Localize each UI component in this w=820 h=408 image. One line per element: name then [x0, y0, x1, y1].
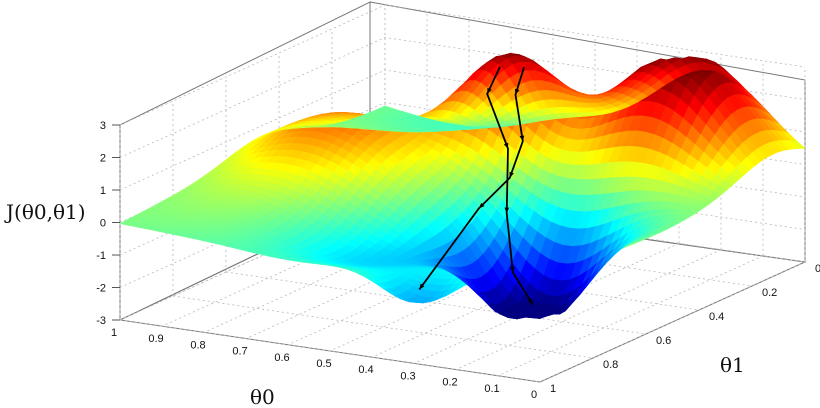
theta1-tick-label: 0.2	[762, 287, 777, 299]
grid-line-z	[119, 37, 806, 158]
descent-step-arrow	[504, 207, 510, 214]
z-tick-label: -2	[96, 283, 106, 295]
theta0-axis-ticks: 1 0.9 0.8 0.7 0.6 0.5 0.4 0.3 0.2 0.1 0	[111, 327, 537, 401]
z-tick-label: 3	[100, 120, 106, 132]
theta1-tick-label: 0.8	[603, 359, 618, 371]
theta0-tick-label: 0.1	[484, 383, 499, 395]
theta1-axis-ticks: 0 0.2 0.4 0.6 0.8 1	[550, 263, 820, 395]
z-tick-label: 1	[100, 185, 106, 197]
theta1-tick-label: 0.6	[656, 335, 671, 347]
descent-step-arrow	[510, 266, 515, 273]
theta0-tick-label: 0.6	[274, 352, 289, 364]
cost-surface	[119, 52, 806, 320]
grid-line-floor	[119, 199, 386, 321]
grid-line-floor	[203, 212, 470, 333]
descent-step-arrow	[527, 298, 533, 305]
z-axis-title: J(θ0,θ1)	[4, 200, 86, 224]
grid-line-z	[119, 4, 806, 126]
theta1-tick-label: 0	[815, 263, 820, 275]
grid-line-floor	[329, 230, 596, 352]
theta0-tick-label: 1	[111, 327, 117, 339]
theta1-tick-label: 1	[550, 383, 556, 395]
descent-step-arrow	[419, 283, 425, 290]
theta1-axis-title: θ1	[720, 353, 745, 377]
theta0-tick-label: 0.7	[232, 346, 247, 358]
grid-line-floor	[497, 255, 764, 377]
grid-line-floor	[172, 295, 594, 359]
descent-step-arrow	[514, 88, 520, 95]
descent-paths	[418, 66, 534, 306]
theta1-tick-label: 0.4	[709, 311, 724, 323]
z-tick-label: 2	[100, 153, 106, 165]
theta0-tick-label: 0.5	[316, 358, 331, 370]
theta0-tick-label: 0	[531, 389, 537, 401]
descent-step-arrow	[503, 142, 509, 149]
descent-step-arrow	[487, 87, 492, 94]
z-axis-ticks: 3 2 1 0 -1 -2 -3	[96, 120, 120, 327]
grid-line-floor	[539, 261, 806, 383]
theta0-tick-label: 0.2	[442, 377, 457, 389]
grid-line-floor	[119, 319, 541, 383]
grid-line-floor	[455, 249, 722, 370]
grid-line-floor	[225, 271, 647, 335]
z-tick-label: -1	[96, 250, 106, 262]
z-tick-label: -3	[96, 315, 106, 327]
theta0-tick-label: 0.3	[400, 370, 415, 382]
descent-step-arrow	[509, 171, 514, 178]
theta0-tick-label: 0.9	[148, 333, 163, 345]
theta0-axis-title: θ0	[250, 385, 275, 408]
theta0-tick-label: 0.4	[358, 364, 373, 376]
descent-step-arrow	[478, 202, 485, 209]
z-tick-label: 0	[100, 218, 106, 230]
surface-patch	[378, 105, 395, 112]
grid-line-floor	[161, 205, 428, 327]
theta0-tick-label: 0.8	[190, 339, 205, 351]
descent-step-arrow	[519, 135, 525, 142]
